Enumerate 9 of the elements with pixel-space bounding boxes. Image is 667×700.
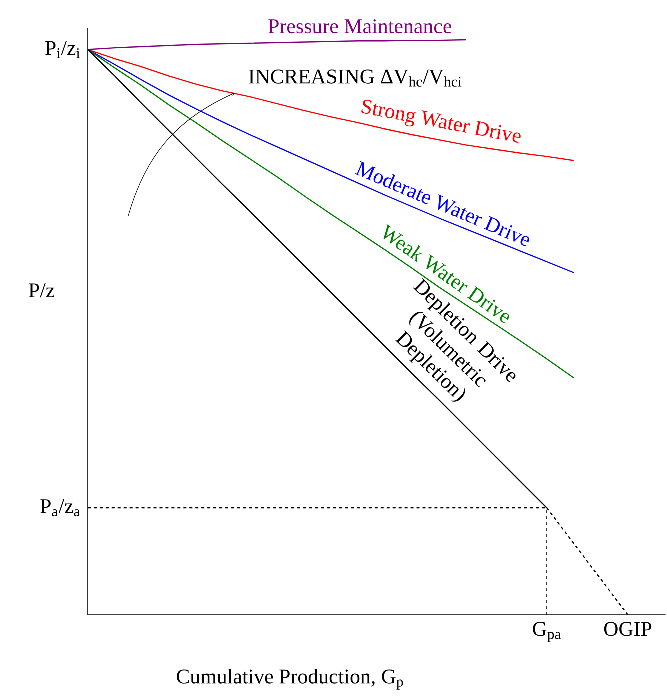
annotation: INCREASING ΔV$_{hc}$/V$_{hci}$: [249, 70, 462, 87]
x-tick-label: OGIP: [604, 622, 652, 636]
text: P$_{a}$/z$_{a}$: [40, 500, 80, 517]
text: Strong Water Drive: [361, 100, 521, 143]
series-label: Pressure Maintenance: [268, 20, 452, 34]
y-axis-title: P/z: [29, 284, 55, 298]
x-tick-label: G$_{pa}$: [533, 622, 562, 642]
x-axis-title: Cumulative Production, G$_{p}$: [177, 669, 404, 690]
text: P$_{i}$/z$_{i}$: [46, 41, 80, 58]
